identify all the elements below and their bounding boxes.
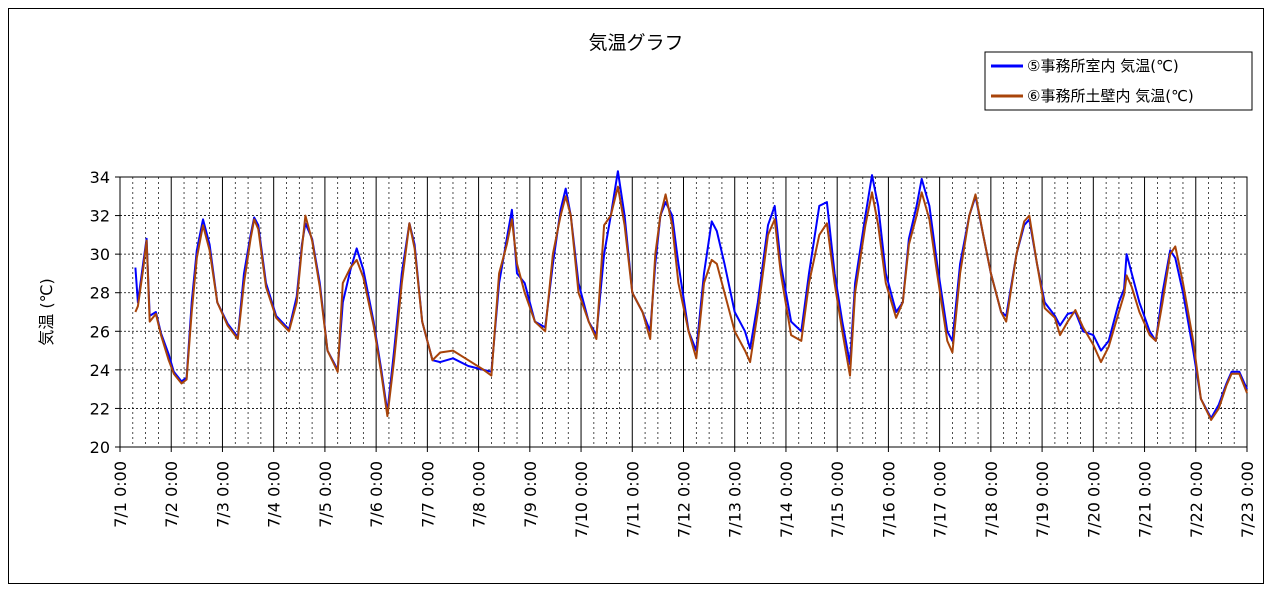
x-tick-label: 7/23 0:00 — [1238, 461, 1257, 538]
x-tick-label: 7/5 0:00 — [316, 461, 335, 528]
chart-title: 気温グラフ — [588, 32, 683, 54]
legend: ⑤事務所室内 気温(℃) ⑥事務所土壁内 気温(℃) — [984, 51, 1253, 111]
x-tick-label: 7/4 0:00 — [265, 461, 284, 528]
y-tick-label: 24 — [90, 361, 110, 380]
legend-label-2: ⑥事務所土壁内 気温(℃) — [1027, 87, 1194, 105]
y-tick-label: 26 — [90, 322, 110, 341]
legend-label-1: ⑤事務所室内 気温(℃) — [1027, 57, 1179, 75]
y-tick-label: 32 — [90, 207, 110, 226]
x-axis-ticks: 7/1 0:00 7/2 0:00 7/3 0:00 7/4 0:00 7/5 0:00… — [111, 447, 1257, 538]
legend-box — [984, 51, 1253, 111]
x-tick-label: 7/12 0:00 — [675, 461, 694, 538]
x-tick-label: 7/19 0:00 — [1033, 461, 1052, 538]
x-tick-label: 7/22 0:00 — [1187, 461, 1206, 538]
x-tick-label: 7/1 0:00 — [111, 461, 130, 528]
y-axis-label: 気温 (℃) — [37, 278, 56, 346]
x-tick-label: 7/6 0:00 — [367, 461, 386, 528]
x-tick-label: 7/3 0:00 — [213, 461, 232, 528]
y-tick-label: 28 — [90, 284, 110, 303]
x-tick-label: 7/21 0:00 — [1136, 461, 1155, 538]
y-tick-label: 22 — [90, 399, 110, 418]
series-line-2 — [134, 185, 1248, 421]
x-tick-label: 7/8 0:00 — [470, 461, 489, 528]
x-tick-label: 7/11 0:00 — [623, 461, 642, 538]
y-axis-ticks: 20 22 24 26 28 30 32 34 — [90, 168, 120, 457]
x-tick-label: 7/18 0:00 — [982, 461, 1001, 538]
y-tick-label: 30 — [90, 245, 110, 264]
y-tick-label: 34 — [90, 168, 110, 187]
y-tick-label: 20 — [90, 438, 110, 457]
x-tick-label: 7/17 0:00 — [931, 461, 950, 538]
series-line-1 — [134, 170, 1248, 420]
x-tick-label: 7/15 0:00 — [828, 461, 847, 538]
x-tick-label: 7/20 0:00 — [1084, 461, 1103, 538]
x-tick-label: 7/14 0:00 — [777, 461, 796, 538]
x-tick-label: 7/13 0:00 — [726, 461, 745, 538]
series-layer — [134, 170, 1248, 421]
x-tick-label: 7/10 0:00 — [572, 461, 591, 538]
x-tick-label: 7/7 0:00 — [418, 461, 437, 528]
x-tick-label: 7/9 0:00 — [521, 461, 540, 528]
x-tick-label: 7/2 0:00 — [162, 461, 181, 528]
x-tick-label: 7/16 0:00 — [879, 461, 898, 538]
